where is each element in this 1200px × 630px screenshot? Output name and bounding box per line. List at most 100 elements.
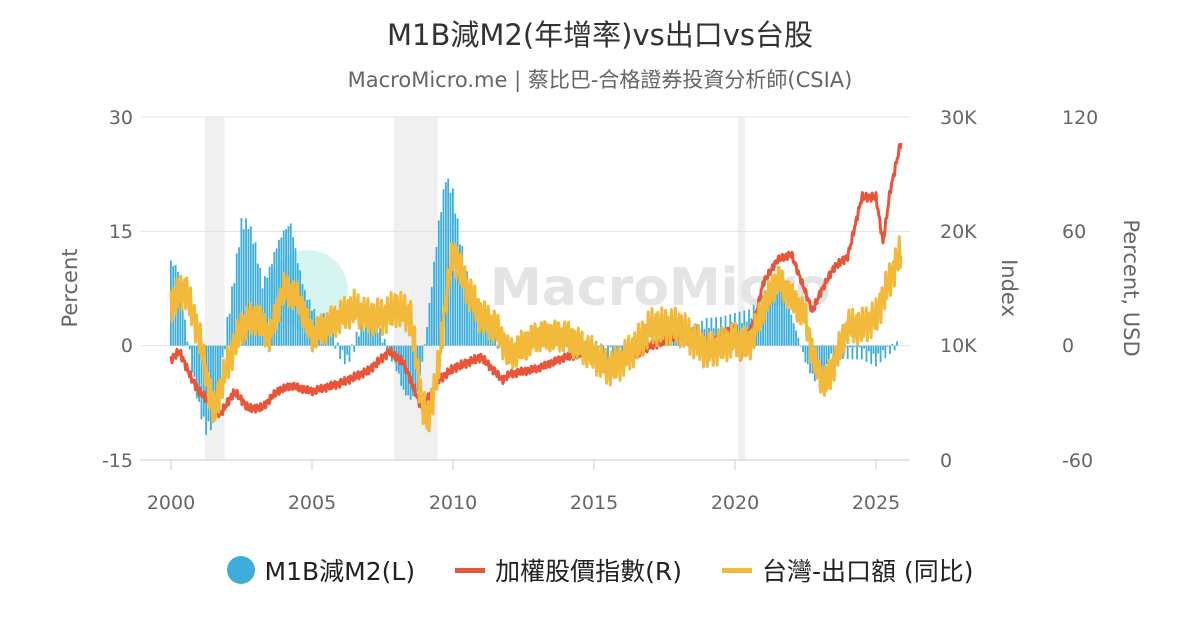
bar [195,345,198,399]
bar [781,287,783,346]
bar [602,345,605,357]
bar [825,345,828,365]
bar [444,182,447,346]
bar [339,345,341,360]
bar [849,345,851,348]
bar [367,320,370,346]
right-tick: 10K [940,335,977,357]
bar [618,345,621,348]
bar [823,345,826,378]
bar [414,345,417,394]
bar [332,332,334,346]
bar [872,345,875,354]
bar [851,345,854,360]
right2-tick: -60 [1062,450,1093,472]
legend-item-taiex[interactable]: 加權股價指數(R) [455,552,682,588]
bar [802,345,804,353]
x-tick: 2010 [429,492,477,514]
bar [788,308,790,346]
left-tick: 0 [121,335,133,357]
bar [884,345,887,359]
bar [785,298,788,346]
bar [242,229,245,346]
bar [795,330,797,346]
recession-band [737,117,745,460]
bar [466,271,468,346]
chart-title: M1B減M2(年增率)vs出口vs台股 [386,18,813,52]
legend-item-m1b-m2[interactable]: M1B減M2(L) [226,552,416,588]
bar [264,276,266,346]
x-tick: 2025 [852,492,900,514]
bar [863,345,866,349]
bar [860,345,863,360]
bar [275,248,278,346]
bar [853,345,856,348]
bar [482,323,485,346]
bar [379,328,381,346]
bar [226,316,229,346]
bar [381,342,384,346]
bar [769,288,772,346]
bar [238,247,240,346]
bar [224,345,226,350]
legend-item-exports[interactable]: 台灣-出口額 (同比) [721,552,973,588]
bar [776,281,779,346]
bar [362,326,365,346]
bar [820,345,823,376]
bar [188,345,191,350]
bar [388,345,391,350]
bar [891,343,894,346]
bar [191,345,193,373]
bar [766,285,769,346]
bar [369,312,372,346]
bar [889,345,891,354]
bar [896,341,898,346]
bar [475,298,478,346]
bar [426,327,428,346]
bar [865,345,868,362]
bar [231,286,233,346]
bar [875,345,877,367]
bar [205,345,208,435]
bar [440,212,443,346]
bar [177,271,179,346]
bar [245,218,247,346]
bar [233,283,236,346]
bar [421,345,424,362]
bar [273,252,276,346]
bar [804,345,807,363]
bar [454,213,457,346]
circle-marker-icon [226,556,255,584]
bar [470,286,473,346]
bar [433,261,435,346]
bar [240,218,243,346]
bar [856,345,858,360]
bar [343,345,346,365]
bar [882,345,884,351]
bar [219,345,222,390]
bar [181,307,184,346]
bar [430,287,433,346]
bar [806,345,809,365]
bar [893,345,896,351]
bar [214,345,217,416]
bar [365,311,367,346]
bar [496,345,499,349]
bar [442,189,445,346]
chart-area: MacroMicro 30 15 0 -15 30K 20K 10K 0 120… [58,107,1143,514]
bar [419,345,421,376]
bar [329,335,332,346]
bar [778,289,781,346]
bar [867,345,870,352]
bar [461,246,464,346]
bar [346,345,349,355]
bar [334,345,337,349]
bar [228,313,231,346]
bar [383,338,386,346]
bar [271,264,273,346]
bar [447,178,450,346]
bar [360,316,363,346]
bar [252,243,255,346]
right-axis-label: Index [997,259,1021,317]
legend-label: M1B減M2(L) [264,557,416,586]
